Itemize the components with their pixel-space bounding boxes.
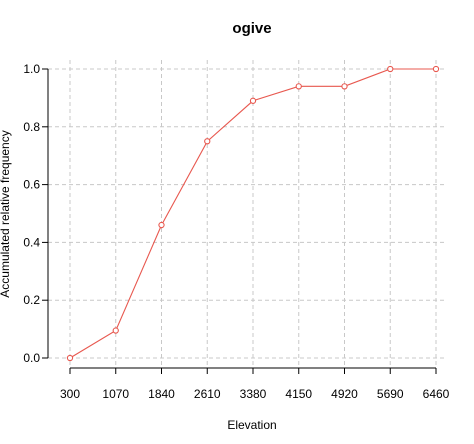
y-tick-label: 0.0 [23, 351, 40, 365]
data-point [432, 65, 440, 73]
axes: 300 1070 1840 2610 3380 4150 4920 5690 6460 0.0 0.… [23, 62, 449, 401]
series-layer [66, 65, 440, 362]
x-tick-label: 1070 [102, 387, 129, 401]
data-point [295, 83, 302, 90]
data-point [66, 354, 74, 362]
data-point [204, 138, 211, 145]
grid [48, 60, 446, 368]
data-point [341, 83, 348, 90]
data-point [112, 327, 119, 334]
data-point [387, 65, 394, 73]
x-tick-label: 2610 [194, 387, 221, 401]
x-tick-label: 3380 [240, 387, 267, 401]
x-axis-title: Elevation [227, 418, 276, 432]
chart-title: ogive [232, 20, 271, 37]
x-tick-label: 300 [60, 387, 80, 401]
x-tick-label: 4920 [331, 387, 358, 401]
y-tick-label: 0.8 [23, 120, 40, 134]
data-point [249, 97, 257, 104]
y-axis-title: Accumulated relative frequency [0, 130, 12, 297]
x-tick-label: 1840 [148, 387, 175, 401]
data-point [158, 221, 165, 229]
y-tick-label: 0.6 [23, 178, 40, 192]
x-tick-label: 5690 [377, 387, 404, 401]
y-tick-label: 0.4 [23, 235, 40, 249]
y-tick-label: 1.0 [23, 62, 40, 76]
x-tick-label: 4150 [285, 387, 312, 401]
y-tick-label: 0.2 [23, 293, 40, 307]
x-tick-label: 6460 [423, 387, 450, 401]
